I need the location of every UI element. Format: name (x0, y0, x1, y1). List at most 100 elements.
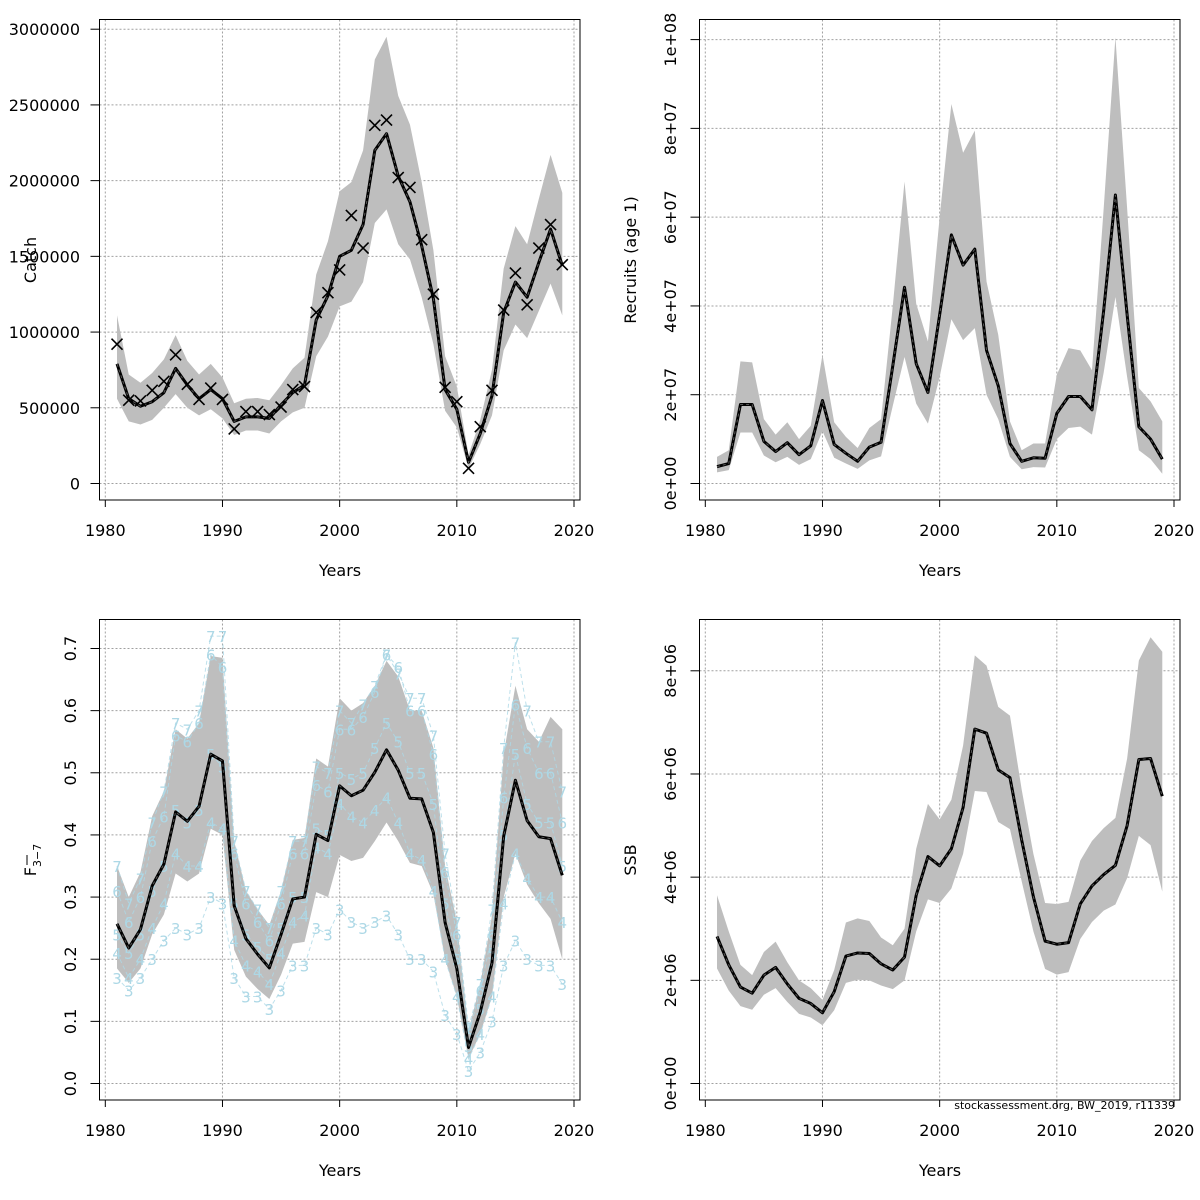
age-label-6: 6 (534, 765, 544, 783)
age-label-6: 6 (276, 895, 286, 913)
observed-point (392, 171, 405, 184)
age-label-7: 7 (229, 833, 239, 851)
age-label-7: 7 (522, 703, 532, 721)
age-label-5: 5 (370, 740, 380, 758)
age-label-7: 7 (241, 883, 251, 901)
x-tick-label: 2000 (319, 1121, 360, 1140)
age-label-5: 5 (546, 815, 556, 833)
observed-point (450, 395, 463, 408)
age-label-4: 4 (558, 914, 568, 932)
observed-point (544, 218, 557, 231)
age-label-4: 4 (475, 1026, 485, 1044)
observed-point (403, 181, 417, 194)
age-label-6: 6 (546, 765, 556, 783)
observed-point (556, 258, 569, 271)
age-label-6: 6 (464, 1026, 474, 1044)
x-tick-label: 2010 (436, 1121, 477, 1140)
y-tick-label: 0.2 (61, 946, 80, 971)
age-label-6: 6 (358, 709, 368, 727)
age-label-5: 5 (124, 945, 134, 963)
y-tick-label: 6e+07 (661, 190, 680, 244)
y-tick-label: 0.5 (61, 760, 80, 785)
age-label-3: 3 (300, 957, 310, 975)
age-series-line-4 (116, 796, 563, 1061)
age-label-5: 5 (440, 895, 450, 913)
age-label-7: 7 (147, 815, 157, 833)
age-label-5: 5 (147, 883, 157, 901)
age-label-3: 3 (311, 920, 321, 938)
observed-point (310, 306, 323, 319)
age-label-5: 5 (358, 765, 368, 783)
age-label-3: 3 (253, 989, 263, 1007)
x-tick-label: 2000 (319, 521, 360, 540)
age-label-7: 7 (452, 914, 462, 932)
age-label-4: 4 (229, 933, 239, 951)
y-axis: 0e+00 2e+06 4e+06 6e+06 8e+06 (661, 644, 700, 1110)
age-label-4: 4 (300, 908, 310, 926)
age-label-5: 5 (311, 821, 321, 839)
age-label-3: 3 (522, 951, 532, 969)
age-label-3: 3 (429, 964, 439, 982)
age-label-7: 7 (358, 696, 368, 714)
age-label-3: 3 (464, 1063, 474, 1081)
age-label-3: 3 (147, 951, 157, 969)
x-axis-title: Years (918, 561, 961, 580)
age-label-6: 6 (147, 833, 157, 851)
age-label-6: 6 (183, 734, 193, 752)
age-label-3: 3 (183, 926, 193, 944)
age-label-3: 3 (136, 970, 146, 988)
age-label-4: 4 (265, 976, 275, 994)
age-label-7: 7 (546, 734, 556, 752)
age-label-4: 4 (241, 957, 251, 975)
estimate-line-dash (716, 728, 1163, 1014)
age-label-6: 6 (229, 846, 239, 864)
age-label-7: 7 (558, 783, 568, 801)
age-label-5: 5 (417, 765, 427, 783)
x-axis: 1980 1990 2000 2010 2020 (85, 500, 594, 540)
age-label-5: 5 (112, 926, 122, 944)
age-label-7: 7 (265, 920, 275, 938)
age-label-7: 7 (194, 703, 204, 721)
observed-point (532, 241, 545, 255)
age-label-6: 6 (300, 846, 310, 864)
y-tick-label: 0.3 (61, 884, 80, 909)
x-tick-label: 2010 (1036, 1121, 1077, 1140)
age-label-7: 7 (429, 728, 439, 746)
age-label-7: 7 (499, 740, 509, 758)
observed-point (239, 405, 252, 418)
age-label-7: 7 (311, 759, 321, 777)
observed-point (427, 288, 440, 301)
age-label-5: 5 (194, 802, 204, 820)
age-label-7: 7 (382, 647, 392, 665)
age-label-4: 4 (347, 808, 357, 826)
age-label-5: 5 (393, 734, 403, 752)
y-axis: 0.0 0.1 0.2 0.3 0.4 0.5 0.6 0.7 (61, 636, 100, 1096)
age-label-7: 7 (288, 833, 298, 851)
x-tick-label: 2010 (436, 521, 477, 540)
confidence-band (117, 655, 563, 1059)
age-label-4: 4 (311, 839, 321, 857)
age-label-4: 4 (440, 951, 450, 969)
age-label-4: 4 (171, 846, 181, 864)
age-label-3: 3 (347, 914, 357, 932)
age-label-6: 6 (335, 721, 345, 739)
age-label-7: 7 (464, 1020, 474, 1038)
x-axis-title: Years (918, 1161, 961, 1180)
age-label-7: 7 (487, 902, 497, 920)
recruits-panel: 1980 1990 2000 2010 2020 Years 0e+00 2e+07 4e+07… (621, 13, 1194, 580)
age-label-5: 5 (253, 939, 263, 957)
age-series-line-7 (116, 635, 563, 1028)
age-label-4: 4 (464, 1051, 474, 1069)
x-tick-label: 2020 (1154, 521, 1195, 540)
age-label-4: 4 (147, 920, 157, 938)
age-label-7: 7 (393, 665, 403, 683)
age-label-7: 7 (276, 883, 286, 901)
age-label-4: 4 (194, 858, 204, 876)
y-axis-title: Catch (21, 237, 40, 283)
observed-point (134, 394, 147, 408)
age-label-4: 4 (511, 846, 521, 864)
observed-point (485, 384, 499, 397)
age-label-5: 5 (347, 771, 357, 789)
y-tick-label: 8e+07 (661, 101, 680, 155)
